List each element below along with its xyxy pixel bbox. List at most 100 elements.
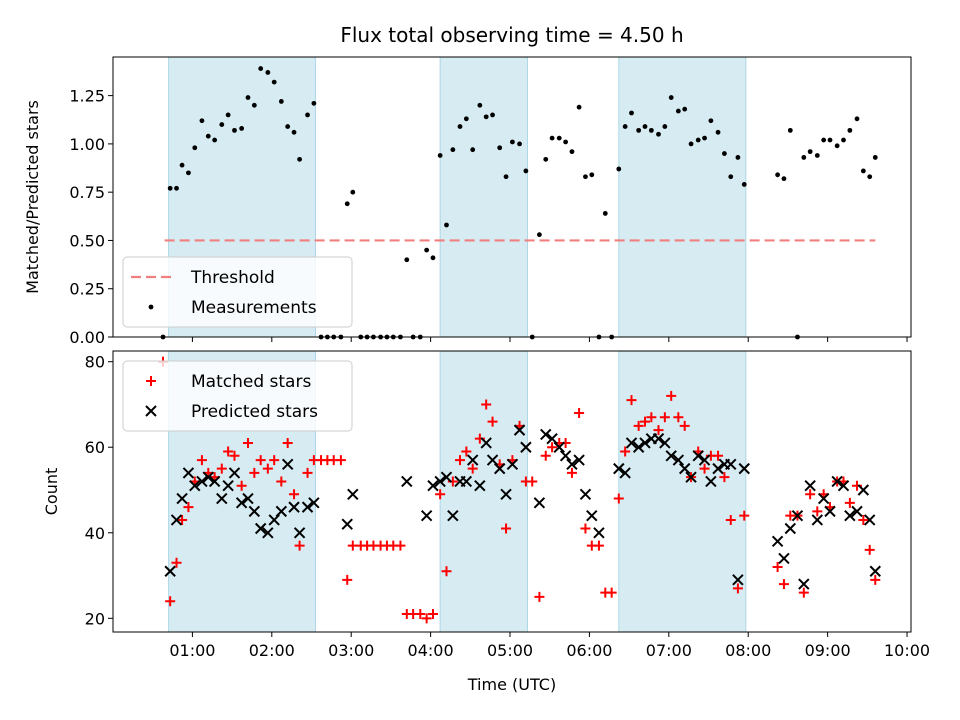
matched-stars-point — [713, 450, 724, 461]
measurement-point — [668, 95, 674, 100]
x-tick-label: 01:00 — [169, 641, 215, 660]
x-tick-label: 02:00 — [249, 641, 295, 660]
measurement-point — [827, 137, 833, 143]
predicted-stars-point — [784, 522, 797, 535]
matched-stars-point — [461, 446, 472, 457]
measurement-point — [847, 127, 853, 133]
predicted-stars-point — [281, 458, 294, 471]
measurement-point — [265, 70, 271, 75]
y-tick-label: 0.50 — [69, 231, 105, 250]
matched-stars-point — [276, 476, 287, 487]
measurement-point — [444, 222, 449, 228]
legend-box — [122, 256, 353, 328]
measurement-point — [430, 255, 436, 261]
y-tick-label: 20 — [85, 609, 105, 628]
y-tick-label: 60 — [85, 438, 105, 457]
predicted-stars-point — [639, 437, 651, 449]
measurement-point — [860, 168, 866, 174]
matched-stars-point — [255, 455, 266, 466]
measurement-point — [477, 102, 483, 108]
predicted-stars-point — [427, 480, 439, 492]
matched-stars-point — [534, 591, 545, 602]
chart-title: Flux total observing time = 4.50 h — [340, 23, 683, 47]
legend: Threshold Measurements — [122, 256, 353, 328]
measurement-point — [867, 174, 873, 180]
predicted-stars-point — [520, 441, 532, 453]
measurement-point — [497, 145, 503, 151]
matched-stars-point — [501, 523, 512, 534]
ratio-panel: 0.00 0.25 0.50 0.75 1.00 1.25 Flux total obse… — [23, 23, 912, 347]
measurement-point — [278, 99, 284, 104]
y-axis-label: Matched/Predicted stars — [23, 100, 42, 294]
matched-stars-point — [772, 561, 783, 572]
observing-window-band — [618, 56, 747, 338]
matched-stars-point — [725, 514, 736, 525]
measurement-point — [656, 131, 661, 137]
x-axis-ticks: 01:00 02:00 03:00 04:00 05:00 06:00 07:00 08:00… — [169, 632, 930, 660]
matched-stars-point — [699, 463, 710, 474]
measurement-point — [509, 139, 515, 145]
predicted-stars-point — [540, 428, 552, 441]
predicted-stars-point — [632, 441, 645, 453]
matched-stars-point — [487, 416, 498, 427]
predicted-stars-point — [248, 505, 261, 518]
measurement-point — [648, 127, 654, 133]
observing-window-band — [618, 350, 747, 633]
predicted-stars-point — [254, 522, 267, 535]
matched-stars-point — [540, 450, 551, 461]
predicted-stars-point — [593, 527, 605, 539]
predicted-stars-point — [447, 509, 459, 522]
measurement-points — [160, 66, 878, 340]
measurement-point — [722, 151, 727, 156]
matched-stars-point — [547, 442, 558, 453]
matched-stars-point — [427, 609, 438, 620]
predicted-stars-point — [778, 552, 790, 565]
matched-stars-point — [739, 510, 750, 521]
measurement-point — [174, 185, 179, 191]
predicted-stars-point — [506, 458, 519, 471]
legend-box — [122, 360, 353, 432]
measurement-point — [821, 137, 827, 143]
predicted-stars-point — [341, 518, 353, 530]
predicted-stars-point — [170, 514, 183, 526]
predicted-stars-point — [275, 505, 288, 518]
predicted-stars-point — [831, 475, 843, 488]
measurement-point — [219, 122, 225, 127]
predicted-stars-point — [705, 475, 717, 488]
predicted-stars-point — [771, 535, 784, 548]
x-tick-label: 04:00 — [408, 641, 454, 660]
measurement-point — [576, 104, 582, 110]
measurement-point — [589, 172, 595, 178]
matched-stars-point — [659, 412, 670, 423]
plot-frame — [112, 56, 912, 338]
matched-stars-point — [223, 446, 234, 457]
matched-stars-point — [467, 463, 478, 474]
measurement-point — [682, 106, 688, 112]
x-axis-ticks — [191, 337, 908, 342]
measurement-point — [404, 257, 410, 263]
observing-window-band — [439, 350, 528, 633]
matched-stars-point — [335, 455, 346, 466]
measurement-point — [675, 108, 681, 114]
matched-stars-point — [249, 467, 260, 478]
matched-stars-point — [646, 412, 657, 423]
matched-stars-point — [580, 523, 591, 534]
measurement-point — [775, 172, 781, 178]
predicted-stars-point — [288, 501, 300, 513]
measurement-point — [715, 129, 721, 135]
predicted-stars-point — [533, 497, 546, 509]
measurement-point — [344, 201, 350, 207]
predicted-stars-point — [434, 475, 446, 488]
matched-stars-point — [613, 493, 624, 504]
predicted-stars-point — [513, 424, 526, 436]
predicted-stars-point — [553, 441, 565, 453]
predicted-stars-point — [493, 462, 506, 475]
measurement-point — [463, 116, 469, 122]
predicted-stars-point — [869, 565, 881, 577]
measurement-point — [258, 66, 264, 71]
matched-stars-point — [864, 544, 875, 555]
matched-stars-point — [812, 506, 823, 517]
y-tick-label: 40 — [85, 524, 105, 543]
predicted-stars-point — [678, 462, 691, 475]
predicted-stars-point — [652, 432, 665, 445]
